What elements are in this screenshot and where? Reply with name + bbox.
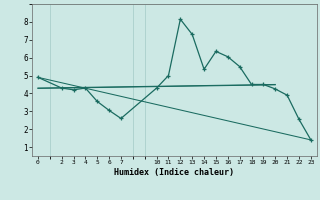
X-axis label: Humidex (Indice chaleur): Humidex (Indice chaleur) — [115, 168, 234, 177]
